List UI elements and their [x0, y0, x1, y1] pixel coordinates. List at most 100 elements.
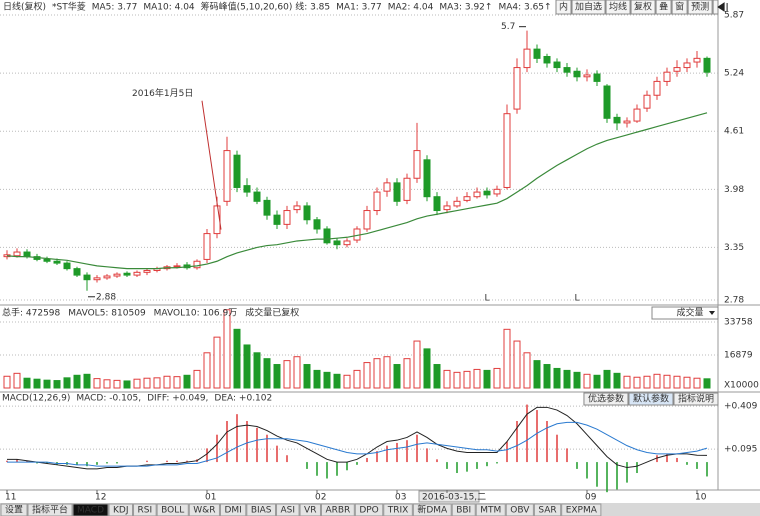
- candle-body: [603, 85, 611, 119]
- tab[interactable]: [108, 503, 134, 516]
- tab[interactable]: [561, 503, 602, 516]
- volume-bar: [343, 374, 351, 389]
- volume-bar: [173, 376, 181, 389]
- unit-label: X10000: [724, 381, 759, 391]
- toolbar-button[interactable]: [655, 0, 672, 15]
- tab-label[interactable]: W&R: [193, 506, 215, 516]
- tab-label[interactable]: 设置: [5, 505, 23, 516]
- toolbar-button[interactable]: [687, 0, 713, 15]
- tab-label[interactable]: ASI: [281, 506, 296, 516]
- tab-label[interactable]: TRIX: [387, 506, 409, 516]
- volume-bar: [703, 378, 711, 389]
- volume-selector[interactable]: [651, 306, 719, 320]
- tab[interactable]: [27, 503, 73, 516]
- toolbar-button-label[interactable]: 预测: [691, 2, 709, 13]
- toolbar-button[interactable]: [605, 0, 631, 15]
- volume-bar: [523, 352, 531, 389]
- tab[interactable]: [276, 503, 300, 516]
- volume-bar: [553, 367, 561, 389]
- header-text: *ST华菱: [52, 1, 86, 13]
- tab[interactable]: [0, 503, 28, 516]
- tab-label[interactable]: EXPMA: [566, 506, 598, 516]
- header-indicator: MA1: 3.77: [336, 3, 382, 13]
- indicator-button-label[interactable]: 优选参数: [588, 393, 624, 405]
- tab[interactable]: [320, 503, 355, 516]
- volume-bar: [383, 356, 391, 389]
- tab-label[interactable]: DPO: [359, 506, 378, 516]
- toolbar-button[interactable]: [555, 0, 572, 15]
- toolbar-button[interactable]: [571, 0, 606, 15]
- tab-label[interactable]: MTM: [480, 506, 501, 516]
- tab[interactable]: [451, 503, 476, 516]
- tab[interactable]: [475, 503, 506, 516]
- toolbar-button-label[interactable]: 加自选: [575, 1, 602, 13]
- tab[interactable]: [354, 503, 384, 516]
- candle-body: [123, 272, 131, 276]
- toolbar-button-label[interactable]: 复权: [634, 1, 652, 13]
- volume-bar: [93, 378, 101, 389]
- toolbar-button-label[interactable]: 叠: [659, 2, 668, 13]
- tab[interactable]: [533, 503, 562, 516]
- cursor-date-box: [418, 490, 480, 503]
- volume-bar: [573, 371, 581, 389]
- tab-label[interactable]: DMI: [224, 506, 241, 516]
- tab-label[interactable]: 指标平台: [32, 504, 68, 516]
- macd-title: MACD(12,26,9): [2, 394, 70, 404]
- tab[interactable]: [299, 503, 321, 516]
- macd-indicator: MACD: -0.105,: [76, 394, 141, 404]
- tab-label[interactable]: SAR: [538, 506, 556, 516]
- toolbar-button[interactable]: [671, 0, 688, 15]
- toolbar-button-label[interactable]: 均线: [609, 1, 627, 13]
- indicator-button[interactable]: [628, 392, 674, 406]
- volume-bar: [473, 368, 481, 389]
- extreme-label: 5.7: [501, 22, 515, 32]
- tab-label[interactable]: BIAS: [251, 506, 272, 516]
- toolbar-button-label[interactable]: 内: [559, 1, 568, 13]
- candle-body: [483, 190, 491, 196]
- volume-bar: [323, 371, 331, 389]
- tab-label[interactable]: VR: [304, 506, 316, 516]
- tab-label[interactable]: ARBR: [325, 506, 350, 516]
- extreme-label: 2.88: [96, 292, 116, 302]
- tab-label[interactable]: MACD: [77, 506, 104, 516]
- volume-bar: [273, 364, 281, 389]
- tab[interactable]: [133, 503, 157, 516]
- tab-label[interactable]: OBV: [510, 506, 530, 516]
- indicator-button[interactable]: [673, 392, 719, 406]
- tab[interactable]: [412, 503, 452, 516]
- volume-indicator: MAVOL5: 810509: [68, 309, 146, 319]
- y-tick-label: 33758: [724, 317, 753, 327]
- volume-bar: [123, 380, 131, 389]
- indicator-button-label[interactable]: 指标说明: [678, 393, 714, 405]
- volume-bar: [623, 375, 631, 389]
- volume-selector-label[interactable]: 成交量: [676, 307, 703, 319]
- tab[interactable]: [72, 503, 109, 516]
- tab[interactable]: [188, 503, 220, 516]
- tab[interactable]: [505, 503, 534, 516]
- indicator-button-label[interactable]: 默认参数: [633, 393, 669, 405]
- header-indicator: MA4: 3.65↑: [498, 3, 551, 13]
- tab[interactable]: [219, 503, 247, 516]
- volume-bar: [453, 371, 461, 389]
- candle-body: [423, 159, 431, 198]
- tab-label[interactable]: BOLL: [161, 506, 184, 516]
- annotation: 2016年1月5日: [132, 87, 193, 99]
- tab[interactable]: [383, 503, 413, 516]
- volume-bar: [33, 378, 41, 389]
- tab-label[interactable]: 新DMA: [417, 504, 448, 516]
- candle-body: [523, 48, 531, 69]
- tab-label[interactable]: BBI: [456, 506, 471, 516]
- tab-label[interactable]: RSI: [138, 506, 153, 516]
- macd-indicator: DIFF: +0.049,: [147, 394, 208, 404]
- candle-body: [693, 57, 701, 63]
- tab-label[interactable]: KDJ: [113, 506, 129, 516]
- volume-bar: [63, 377, 71, 389]
- toolbar-button[interactable]: [630, 0, 656, 15]
- volume-bar: [83, 373, 91, 389]
- indicator-button[interactable]: [583, 392, 629, 406]
- tab[interactable]: [156, 503, 189, 516]
- toolbar-button-label[interactable]: 窗: [675, 1, 684, 13]
- tab[interactable]: [246, 503, 277, 516]
- volume-bar: [683, 376, 691, 389]
- candle-body: [683, 62, 691, 69]
